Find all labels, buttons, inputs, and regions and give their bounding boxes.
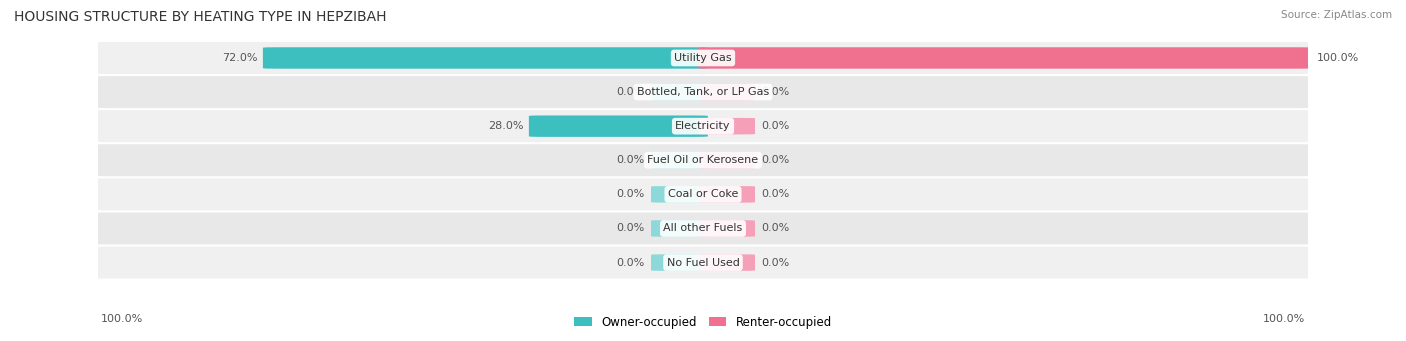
Text: 0.0%: 0.0% [761,257,789,268]
FancyBboxPatch shape [93,76,1313,108]
Text: 0.0%: 0.0% [761,87,789,97]
Text: Utility Gas: Utility Gas [675,53,731,63]
FancyBboxPatch shape [651,152,707,168]
Text: Fuel Oil or Kerosene: Fuel Oil or Kerosene [647,155,759,165]
FancyBboxPatch shape [651,220,707,237]
Text: Bottled, Tank, or LP Gas: Bottled, Tank, or LP Gas [637,87,769,97]
Text: 0.0%: 0.0% [617,223,645,234]
FancyBboxPatch shape [699,220,755,237]
FancyBboxPatch shape [651,254,707,271]
Text: 72.0%: 72.0% [222,53,259,63]
Text: 100.0%: 100.0% [1317,53,1360,63]
Text: 0.0%: 0.0% [617,189,645,199]
FancyBboxPatch shape [93,42,1313,74]
FancyBboxPatch shape [93,144,1313,176]
Text: All other Fuels: All other Fuels [664,223,742,234]
Text: Coal or Coke: Coal or Coke [668,189,738,199]
FancyBboxPatch shape [699,186,755,203]
Text: 100.0%: 100.0% [101,314,143,324]
Text: 0.0%: 0.0% [761,155,789,165]
Text: 0.0%: 0.0% [617,87,645,97]
Text: 0.0%: 0.0% [761,223,789,234]
FancyBboxPatch shape [263,47,707,69]
FancyBboxPatch shape [699,254,755,271]
FancyBboxPatch shape [529,116,707,137]
FancyBboxPatch shape [699,84,755,100]
Text: 0.0%: 0.0% [617,257,645,268]
FancyBboxPatch shape [699,118,755,134]
FancyBboxPatch shape [93,212,1313,244]
FancyBboxPatch shape [651,84,707,100]
Text: HOUSING STRUCTURE BY HEATING TYPE IN HEPZIBAH: HOUSING STRUCTURE BY HEATING TYPE IN HEP… [14,10,387,24]
FancyBboxPatch shape [699,47,1312,69]
Text: 0.0%: 0.0% [617,155,645,165]
Text: No Fuel Used: No Fuel Used [666,257,740,268]
FancyBboxPatch shape [93,178,1313,210]
FancyBboxPatch shape [93,110,1313,142]
Text: Electricity: Electricity [675,121,731,131]
FancyBboxPatch shape [93,247,1313,279]
Text: 0.0%: 0.0% [761,189,789,199]
Text: 0.0%: 0.0% [761,121,789,131]
FancyBboxPatch shape [651,186,707,203]
Text: 28.0%: 28.0% [488,121,524,131]
Legend: Owner-occupied, Renter-occupied: Owner-occupied, Renter-occupied [569,311,837,333]
Text: Source: ZipAtlas.com: Source: ZipAtlas.com [1281,10,1392,20]
FancyBboxPatch shape [699,152,755,168]
Text: 100.0%: 100.0% [1263,314,1305,324]
